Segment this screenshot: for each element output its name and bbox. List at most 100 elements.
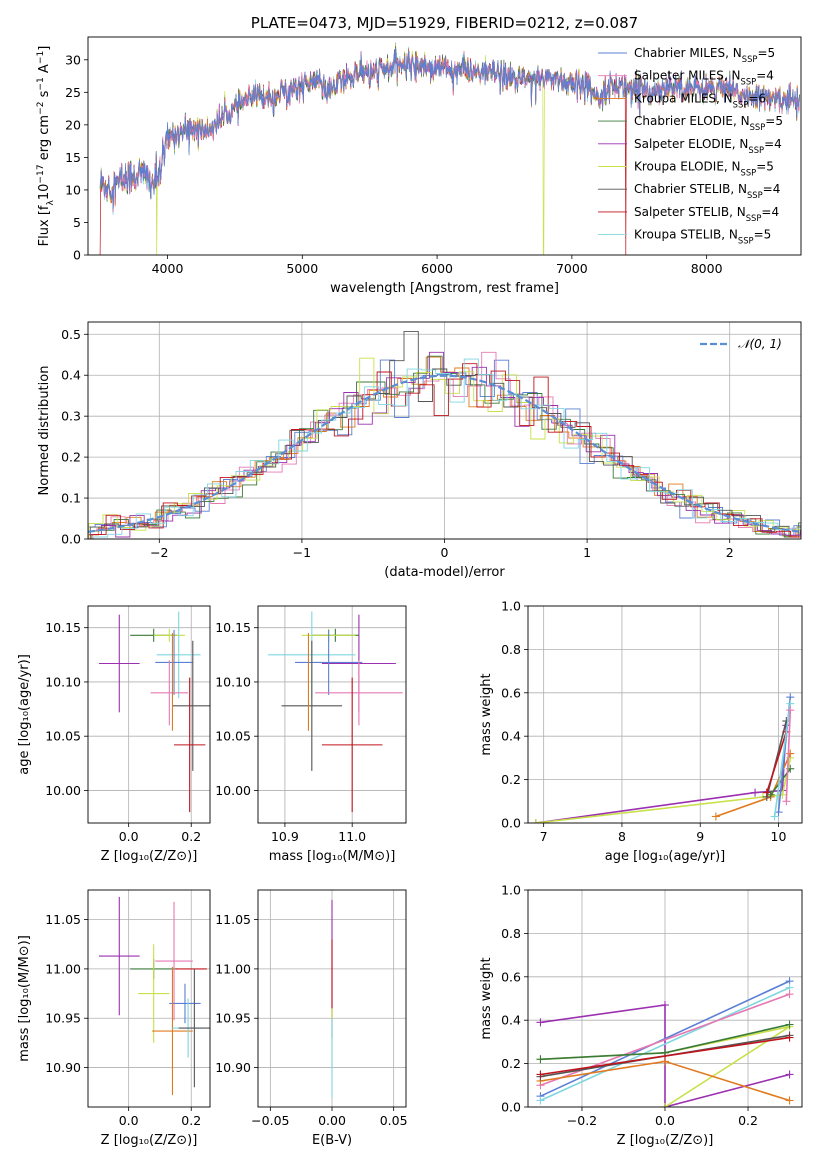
y-tick-label: 10.05 (215, 729, 251, 744)
y-tick-label: 0 (73, 248, 81, 263)
y-tick-label: 15 (65, 150, 81, 165)
y-tick-label: 10.15 (215, 620, 251, 635)
label-part: s (37, 90, 52, 101)
plot-area-weight_vs_age (531, 693, 795, 823)
label-part: =4 (756, 69, 774, 83)
label-part: SSP (750, 122, 766, 132)
x-axis-label: E(B-V) (312, 1133, 352, 1148)
x-tick-label: 0.0 (119, 1113, 139, 1128)
y-tick-label: 10.00 (45, 783, 81, 798)
axes-frame (527, 889, 803, 1108)
y-tick-label: 0.0 (501, 816, 521, 831)
label-part: Chabrier STELIB, N (634, 182, 747, 196)
label-part: Salpeter MILES, N (634, 69, 741, 83)
panel-residuals: −2 −1 0 1 2 0.0 0.1 0.2 0.3 0.4 0.5 (data-model)/er… (37, 321, 802, 580)
y-tick-label: 0.5 (61, 327, 81, 342)
legend-entry: Chabrier STELIB, NSSP=4 (634, 182, 780, 200)
panel-age_vs_Z: 0.0 0.2 10.00 10.05 10.10 10.15 Z [log₁₀(Z/Z⊙)… (17, 605, 211, 864)
x-tick-label: −2 (150, 545, 168, 560)
x-tick-label: −0.2 (567, 1113, 597, 1128)
axes-frame (257, 889, 407, 1108)
x-tick-label: 5000 (286, 261, 318, 276)
x-tick-label: 10.9 (271, 829, 299, 844)
y-tick-label: 11.00 (45, 961, 81, 976)
weight-series-line (766, 731, 788, 793)
label-part: =6 (748, 91, 766, 105)
y-tick-label: 0.8 (501, 642, 521, 657)
label-part: ] (37, 46, 52, 51)
legend-entry: Kroupa MILES, NSSP=6 (634, 91, 766, 109)
legend-entry: Kroupa STELIB, NSSP=5 (634, 228, 771, 246)
y-axis-label: Normed distribution (37, 366, 52, 496)
y-tick-label: 0.4 (501, 1013, 521, 1028)
label-part: Kroupa MILES, N (634, 91, 733, 105)
panel-mass_vs_EBV: −0.05 0.00 0.05 10.90 10.95 11.00 11.05 E(B-V) (215, 889, 408, 1148)
legend-entry: Salpeter STELIB, NSSP=4 (634, 205, 779, 223)
y-tick-label: 11.05 (215, 912, 251, 927)
x-tick-label: 0 (441, 545, 449, 560)
y-tick-label: 25 (65, 85, 81, 100)
plot-area-age_vs_mass (268, 611, 403, 813)
y-tick-label: 1.0 (501, 599, 521, 614)
weight-series-line (540, 1036, 790, 1076)
plot-area-age_vs_Z (98, 611, 210, 813)
legend-entry: Kroupa ELODIE, NSSP=5 (634, 160, 774, 178)
label-part: −1 (36, 77, 46, 90)
x-axis-label: wavelength [Angstrom, rest frame] (330, 281, 559, 296)
y-axis-label: Flux [fλ10−17 erg cm−2 s−1 A−1] (36, 46, 56, 247)
label-part: Kroupa STELIB, N (634, 228, 738, 242)
y-tick-label: 0.6 (501, 969, 521, 984)
legend-entry: Salpeter MILES, NSSP=4 (634, 69, 774, 87)
legend-entry: Chabrier MILES, NSSP=5 (634, 46, 775, 64)
y-tick-label: 10.15 (45, 620, 81, 635)
x-tick-label: 0.0 (119, 829, 139, 844)
y-tick-label: 0.2 (61, 450, 81, 465)
x-tick-label: 0.2 (181, 829, 201, 844)
histogram-series-step (92, 358, 801, 539)
y-tick-label: 30 (65, 52, 81, 67)
label-part: =5 (756, 160, 774, 174)
weight-series-line (540, 986, 790, 1102)
x-axis-label: Z [log₁₀(Z/Z⊙)] (101, 849, 198, 864)
y-tick-label: 10.95 (215, 1011, 251, 1026)
label-part: SSP (738, 236, 754, 246)
label-part: =4 (763, 182, 781, 196)
legend-entry: 𝒩(0, 1) (738, 337, 782, 351)
y-tick-label: 10.10 (215, 674, 251, 689)
y-tick-label: 10.10 (45, 674, 81, 689)
y-tick-label: 0.0 (501, 1100, 521, 1115)
label-part: =5 (765, 114, 783, 128)
histogram-series-step (88, 355, 801, 538)
legend-entry: Chabrier ELODIE, NSSP=5 (634, 114, 783, 132)
label-part: SSP (748, 145, 764, 155)
y-tick-label: 0.4 (61, 368, 81, 383)
x-tick-label: 10 (771, 829, 787, 844)
axes-frame (87, 321, 802, 540)
weight-series-line (785, 710, 792, 802)
label-part: λ (46, 200, 56, 206)
panel-weight_vs_age: 7 8 9 10 0.0 0.2 0.4 0.6 0.8 1.0 age [log₁₀(age/yr… (479, 599, 803, 864)
x-tick-label: −1 (293, 545, 311, 560)
label-part: Kroupa ELODIE, N (634, 160, 741, 174)
y-tick-label: 0.8 (501, 926, 521, 941)
label-part: SSP (742, 54, 758, 64)
label-part: SSP (747, 190, 763, 200)
label-part: SSP (741, 168, 757, 178)
legend-entry: Salpeter ELODIE, NSSP=4 (634, 137, 782, 155)
x-tick-label: 0.2 (738, 1113, 758, 1128)
y-axis-label: mass [log₁₀(M/M⊙)] (17, 935, 32, 1062)
label-part: Salpeter ELODIE, N (634, 137, 748, 151)
label-part: =4 (761, 205, 779, 219)
y-tick-label: 1.0 (501, 883, 521, 898)
label-part: SSP (746, 213, 762, 223)
x-axis-label: (data-model)/error (384, 565, 505, 580)
x-tick-label: 7000 (556, 261, 588, 276)
panel-spectrum: 4000 5000 6000 7000 8000 0 5 10 15 20 25 30 waveleng… (36, 36, 802, 296)
y-tick-label: 10.00 (215, 783, 251, 798)
histogram-series-step (91, 363, 801, 539)
label-part: erg cm (37, 115, 52, 164)
x-tick-label: 4000 (152, 261, 184, 276)
y-tick-label: 11.00 (215, 961, 251, 976)
y-tick-label: 0.1 (61, 491, 81, 506)
axes-frame (527, 605, 803, 824)
